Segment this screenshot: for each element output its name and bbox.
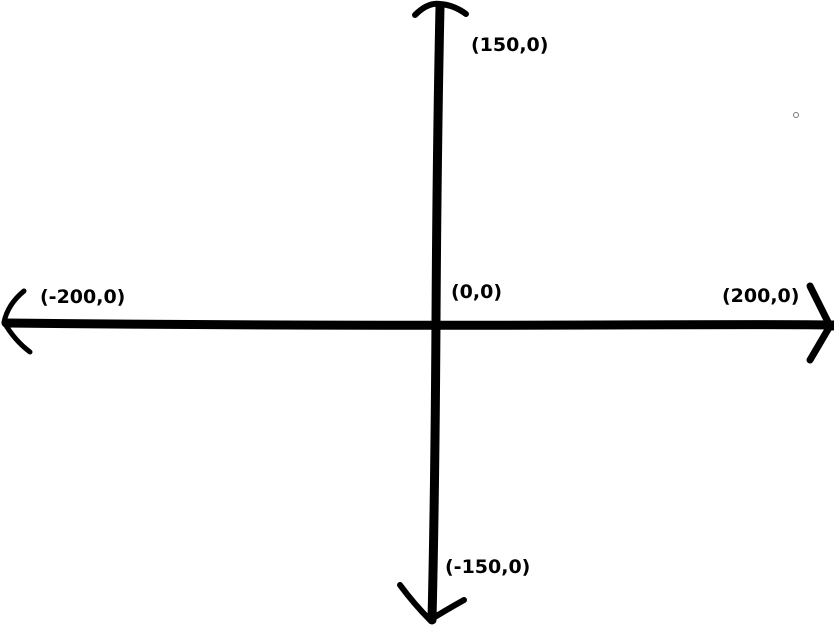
vertical-axis — [427, 1, 445, 625]
label-bottom: (-150,0) — [445, 556, 530, 578]
right-arrowhead — [806, 282, 834, 364]
horizontal-axis — [1, 318, 834, 331]
top-arrowhead — [412, 0, 469, 18]
label-top: (150,0) — [471, 34, 548, 56]
stray-dot — [793, 112, 799, 118]
bottom-arrowhead — [397, 582, 467, 623]
label-origin: (0,0) — [451, 281, 502, 303]
left-arrowhead — [1, 288, 33, 355]
label-left: (-200,0) — [40, 286, 125, 308]
label-right: (200,0) — [722, 285, 799, 307]
